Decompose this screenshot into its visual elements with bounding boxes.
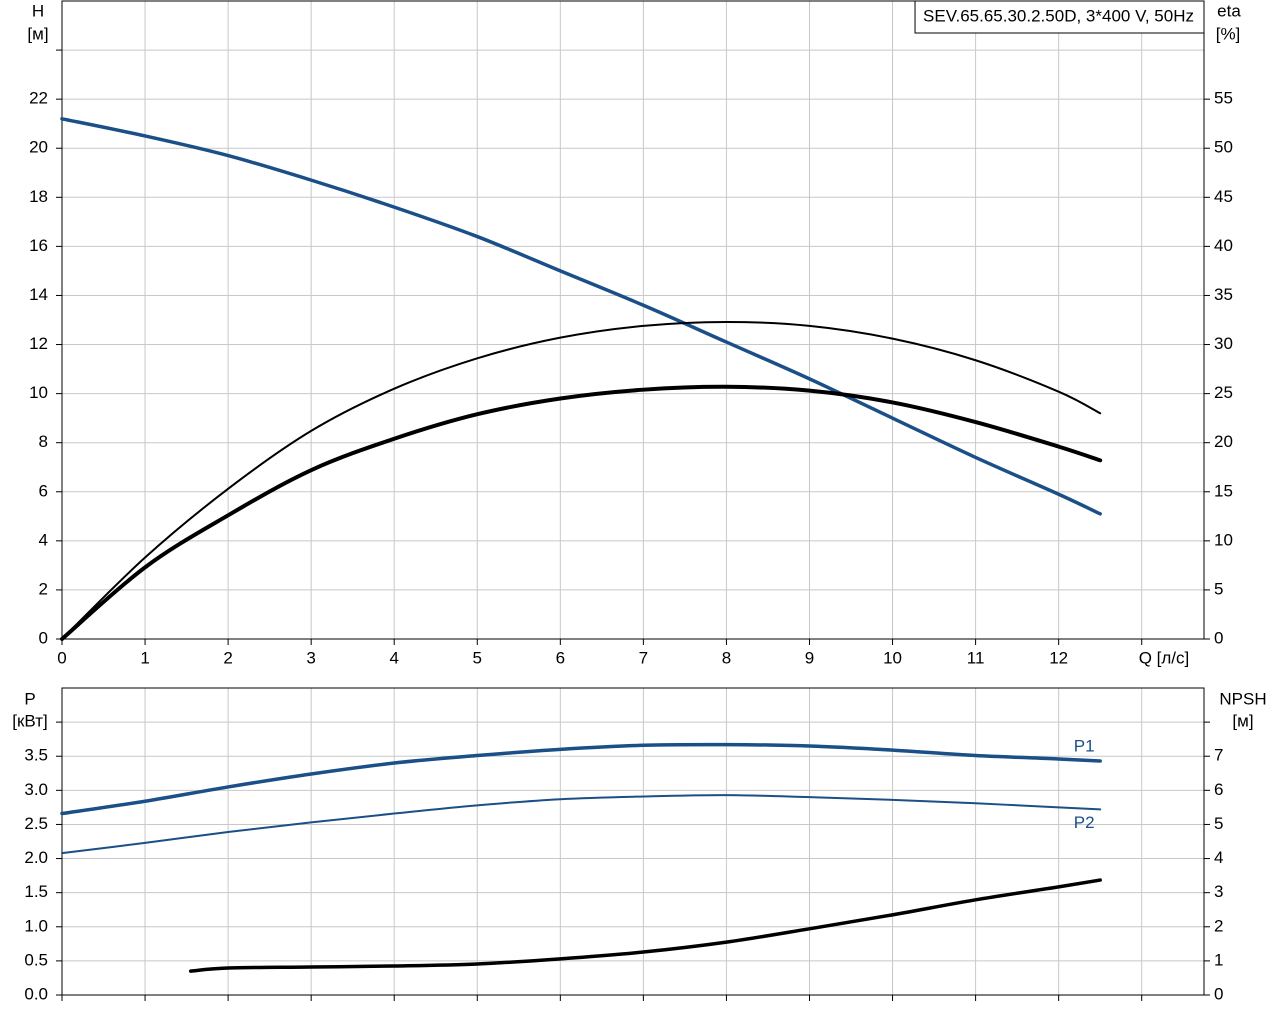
y-tick-label: 8 xyxy=(39,432,48,451)
curve xyxy=(61,320,1102,640)
y2-tick-label: 45 xyxy=(1214,187,1233,206)
x-tick-label: 7 xyxy=(639,648,648,667)
x-tick-label: 3 xyxy=(306,648,315,667)
y-tick-label: 1.0 xyxy=(24,916,48,935)
y2-tick-label: 40 xyxy=(1214,236,1233,255)
y2-axis-unit: [м] xyxy=(1232,711,1253,730)
y-tick-label: 18 xyxy=(29,187,48,206)
x-tick-label: 9 xyxy=(805,648,814,667)
y2-tick-label: 50 xyxy=(1214,138,1233,157)
y2-tick-label: 30 xyxy=(1214,334,1233,353)
y2-tick-label: 10 xyxy=(1214,530,1233,549)
y-tick-label: 0 xyxy=(39,628,48,647)
y-tick-label: 20 xyxy=(29,138,48,157)
y2-tick-label: 5 xyxy=(1214,814,1223,833)
y-tick-label: 10 xyxy=(29,383,48,402)
curve xyxy=(60,742,1102,816)
curve xyxy=(188,878,1102,973)
y2-tick-label: 0 xyxy=(1214,984,1223,1003)
y2-axis-label: eta xyxy=(1217,1,1241,20)
y-tick-label: 14 xyxy=(29,285,48,304)
x-tick-label: 10 xyxy=(883,648,902,667)
y-tick-label: 0.5 xyxy=(24,950,48,969)
y-tick-label: 0.0 xyxy=(24,984,48,1003)
y-tick-label: 2.5 xyxy=(24,814,48,833)
y2-tick-label: 20 xyxy=(1214,432,1233,451)
curve xyxy=(60,384,1103,641)
y-tick-label: 16 xyxy=(29,236,48,255)
y2-axis-label: NPSH xyxy=(1219,689,1266,708)
curve xyxy=(60,117,1102,516)
x-axis-label: Q [л/с] xyxy=(1139,648,1190,667)
title-box xyxy=(914,0,1205,34)
x-tick-label: 2 xyxy=(223,648,232,667)
y2-tick-label: 4 xyxy=(1214,848,1223,867)
y2-tick-label: 55 xyxy=(1214,89,1233,108)
y2-tick-label: 6 xyxy=(1214,780,1223,799)
y-tick-label: 2 xyxy=(39,579,48,598)
series-label: P1 xyxy=(1074,736,1095,755)
y2-tick-label: 1 xyxy=(1214,950,1223,969)
y2-tick-label: 2 xyxy=(1214,916,1223,935)
y-tick-label: 22 xyxy=(29,89,48,108)
y-tick-label: 3.0 xyxy=(24,780,48,799)
y2-tick-label: 0 xyxy=(1214,628,1223,647)
x-tick-label: 12 xyxy=(1049,648,1068,667)
x-tick-label: 5 xyxy=(473,648,482,667)
chart-title: SEV.65.65.30.2.50D, 3*400 V, 50Hz xyxy=(923,6,1194,25)
y2-tick-label: 5 xyxy=(1214,579,1223,598)
x-tick-label: 1 xyxy=(140,648,149,667)
y2-tick-label: 25 xyxy=(1214,383,1233,402)
y-tick-label: 1.5 xyxy=(24,882,48,901)
y-tick-label: 3.5 xyxy=(24,746,48,765)
y2-axis-unit: [%] xyxy=(1216,24,1241,43)
x-tick-label: 11 xyxy=(967,648,985,667)
series-label: P2 xyxy=(1074,813,1095,832)
y-tick-label: 12 xyxy=(29,334,48,353)
y-axis-label: H xyxy=(32,1,44,20)
x-tick-label: 6 xyxy=(556,648,565,667)
y-axis-label: P xyxy=(24,689,35,708)
y-tick-label: 6 xyxy=(39,481,48,500)
plot-frame xyxy=(61,0,1205,640)
plot-frame xyxy=(61,687,1205,996)
y-tick-label: 2.0 xyxy=(24,848,48,867)
y-tick-label: 4 xyxy=(39,530,48,549)
x-tick-label: 8 xyxy=(722,648,731,667)
y2-tick-label: 7 xyxy=(1214,746,1223,765)
y2-tick-label: 3 xyxy=(1214,882,1223,901)
x-tick-label: 4 xyxy=(389,648,398,667)
x-tick-label: 0 xyxy=(57,648,66,667)
y2-tick-label: 35 xyxy=(1214,285,1233,304)
curve xyxy=(61,794,1102,855)
y-axis-unit: [кВт] xyxy=(12,711,47,730)
y-axis-unit: [м] xyxy=(27,24,48,43)
y2-tick-label: 15 xyxy=(1214,481,1233,500)
